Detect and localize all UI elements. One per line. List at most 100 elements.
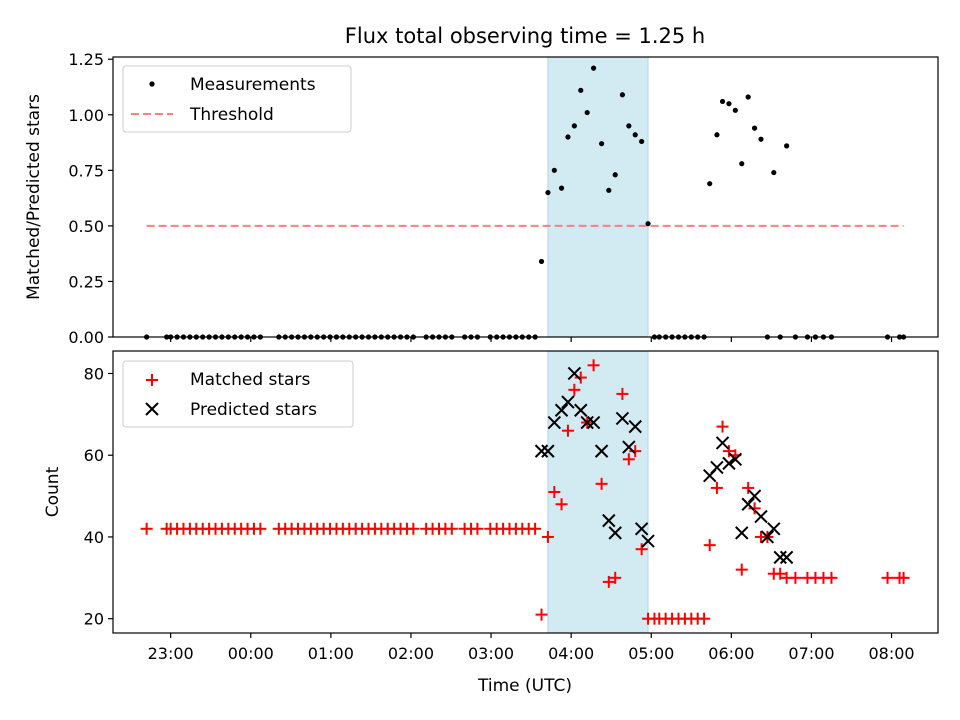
x-tick-label: 08:00 bbox=[868, 644, 914, 663]
matched-points bbox=[140, 359, 910, 625]
matched-point bbox=[881, 571, 894, 584]
matched-point bbox=[568, 383, 581, 396]
bottom-y-axis-title: Count bbox=[43, 466, 63, 517]
bottom-y-tick-label: 80 bbox=[84, 364, 104, 383]
matched-point bbox=[445, 522, 458, 535]
predicted-point bbox=[622, 440, 636, 454]
top-y-tick-label: 0.75 bbox=[68, 161, 104, 180]
bottom-y-tick-label: 20 bbox=[84, 610, 104, 629]
measurement-point bbox=[726, 101, 732, 107]
measurement-point bbox=[538, 258, 545, 265]
measurement-point bbox=[578, 87, 584, 93]
measurement-point bbox=[606, 187, 612, 193]
matched-point bbox=[825, 571, 838, 584]
predicted-point bbox=[754, 509, 768, 524]
bottom-panel: 20 40 60 80 23:00 00:00 01:00 02:00 03:00 04:00 0… bbox=[43, 350, 939, 696]
measurement-point bbox=[751, 125, 758, 131]
matched-point bbox=[555, 498, 568, 511]
matched-point bbox=[140, 522, 153, 535]
matched-point bbox=[789, 571, 802, 584]
measurement-point bbox=[784, 143, 790, 149]
chart-title: Flux total observing time = 1.25 h bbox=[345, 24, 705, 48]
bottom-y-tick-label: 40 bbox=[84, 528, 104, 547]
x-tick-label: 23:00 bbox=[148, 644, 194, 663]
matched-point bbox=[748, 502, 761, 515]
measurement-point bbox=[619, 92, 626, 98]
matched-point bbox=[616, 387, 629, 400]
bottom-axes-frame bbox=[112, 350, 939, 634]
matched-point bbox=[254, 522, 267, 535]
matched-point bbox=[548, 486, 561, 498]
measurement-point bbox=[739, 161, 745, 167]
predicted-point bbox=[767, 522, 781, 536]
predicted-point bbox=[580, 415, 594, 430]
x-tick-label: 07:00 bbox=[788, 644, 834, 663]
matched-point bbox=[561, 424, 574, 437]
bottom-legend: Matched stars Predicted stars bbox=[122, 360, 354, 428]
predicted-point bbox=[773, 550, 787, 565]
measurement-point bbox=[645, 221, 651, 227]
measurement-point bbox=[639, 138, 645, 145]
matched-point bbox=[574, 371, 587, 384]
predicted-point bbox=[735, 526, 749, 540]
top-y-tick-label: 0.50 bbox=[68, 217, 104, 236]
measurement-point bbox=[551, 167, 557, 173]
predicted-point bbox=[747, 489, 762, 503]
top-x-ticks bbox=[170, 337, 893, 342]
legend-threshold-label: Threshold bbox=[189, 105, 274, 125]
measurement-point bbox=[626, 123, 632, 129]
matched-point bbox=[595, 477, 608, 490]
measurement-point bbox=[745, 94, 751, 100]
x-tick-label: 06:00 bbox=[708, 644, 754, 663]
legend-matched-label: Matched stars bbox=[190, 370, 310, 390]
predicted-point bbox=[722, 456, 736, 471]
measurement-point bbox=[590, 65, 597, 71]
predicted-point bbox=[760, 530, 775, 544]
measurement-point bbox=[714, 132, 720, 138]
predicted-point bbox=[594, 444, 609, 458]
matched-point bbox=[529, 522, 542, 535]
top-y-tick-label: 0.25 bbox=[68, 272, 104, 291]
predicted-point bbox=[561, 395, 575, 409]
predicted-point bbox=[710, 460, 724, 475]
measurement-point bbox=[758, 136, 764, 142]
matched-point bbox=[622, 453, 635, 466]
predicted-points bbox=[534, 366, 794, 565]
x-tick-label: 04:00 bbox=[548, 644, 594, 663]
matched-point bbox=[716, 420, 729, 433]
bottom-legend-box bbox=[122, 360, 354, 428]
predicted-point bbox=[541, 444, 555, 458]
top-y-tick-label: 1.00 bbox=[68, 106, 104, 125]
measurement-point bbox=[545, 189, 551, 196]
matched-point bbox=[535, 608, 548, 621]
predicted-point bbox=[586, 415, 601, 430]
predicted-point bbox=[608, 526, 622, 540]
predicted-point bbox=[547, 415, 562, 430]
matched-point bbox=[897, 571, 910, 584]
legend-predicted-marker bbox=[145, 402, 159, 416]
predicted-point bbox=[567, 366, 582, 381]
top-y-tick-label: 0.00 bbox=[68, 328, 104, 347]
matched-point bbox=[710, 481, 723, 494]
bottom-x-axis: 23:00 00:00 01:00 02:00 03:00 04:00 05:00 06:00… bbox=[148, 633, 915, 663]
predicted-point bbox=[779, 550, 794, 565]
matched-point bbox=[609, 571, 622, 584]
predicted-point bbox=[634, 522, 649, 536]
predicted-point bbox=[715, 436, 730, 450]
measurement-point bbox=[612, 172, 618, 178]
matched-point bbox=[735, 563, 748, 576]
measurement-point bbox=[771, 169, 777, 176]
predicted-point bbox=[641, 534, 655, 548]
measurement-point bbox=[584, 109, 590, 116]
matched-point bbox=[742, 481, 755, 494]
measurement-points bbox=[144, 65, 907, 340]
bottom-shaded-region bbox=[547, 350, 649, 634]
matched-point bbox=[635, 543, 648, 556]
top-y-axis-title: Matched/Predicted stars bbox=[24, 94, 44, 300]
predicted-point bbox=[728, 452, 743, 467]
top-y-tick-label: 1.25 bbox=[68, 50, 104, 69]
matched-point bbox=[774, 567, 787, 580]
matched-point bbox=[698, 612, 711, 625]
bottom-y-tick-label: 60 bbox=[84, 446, 104, 465]
